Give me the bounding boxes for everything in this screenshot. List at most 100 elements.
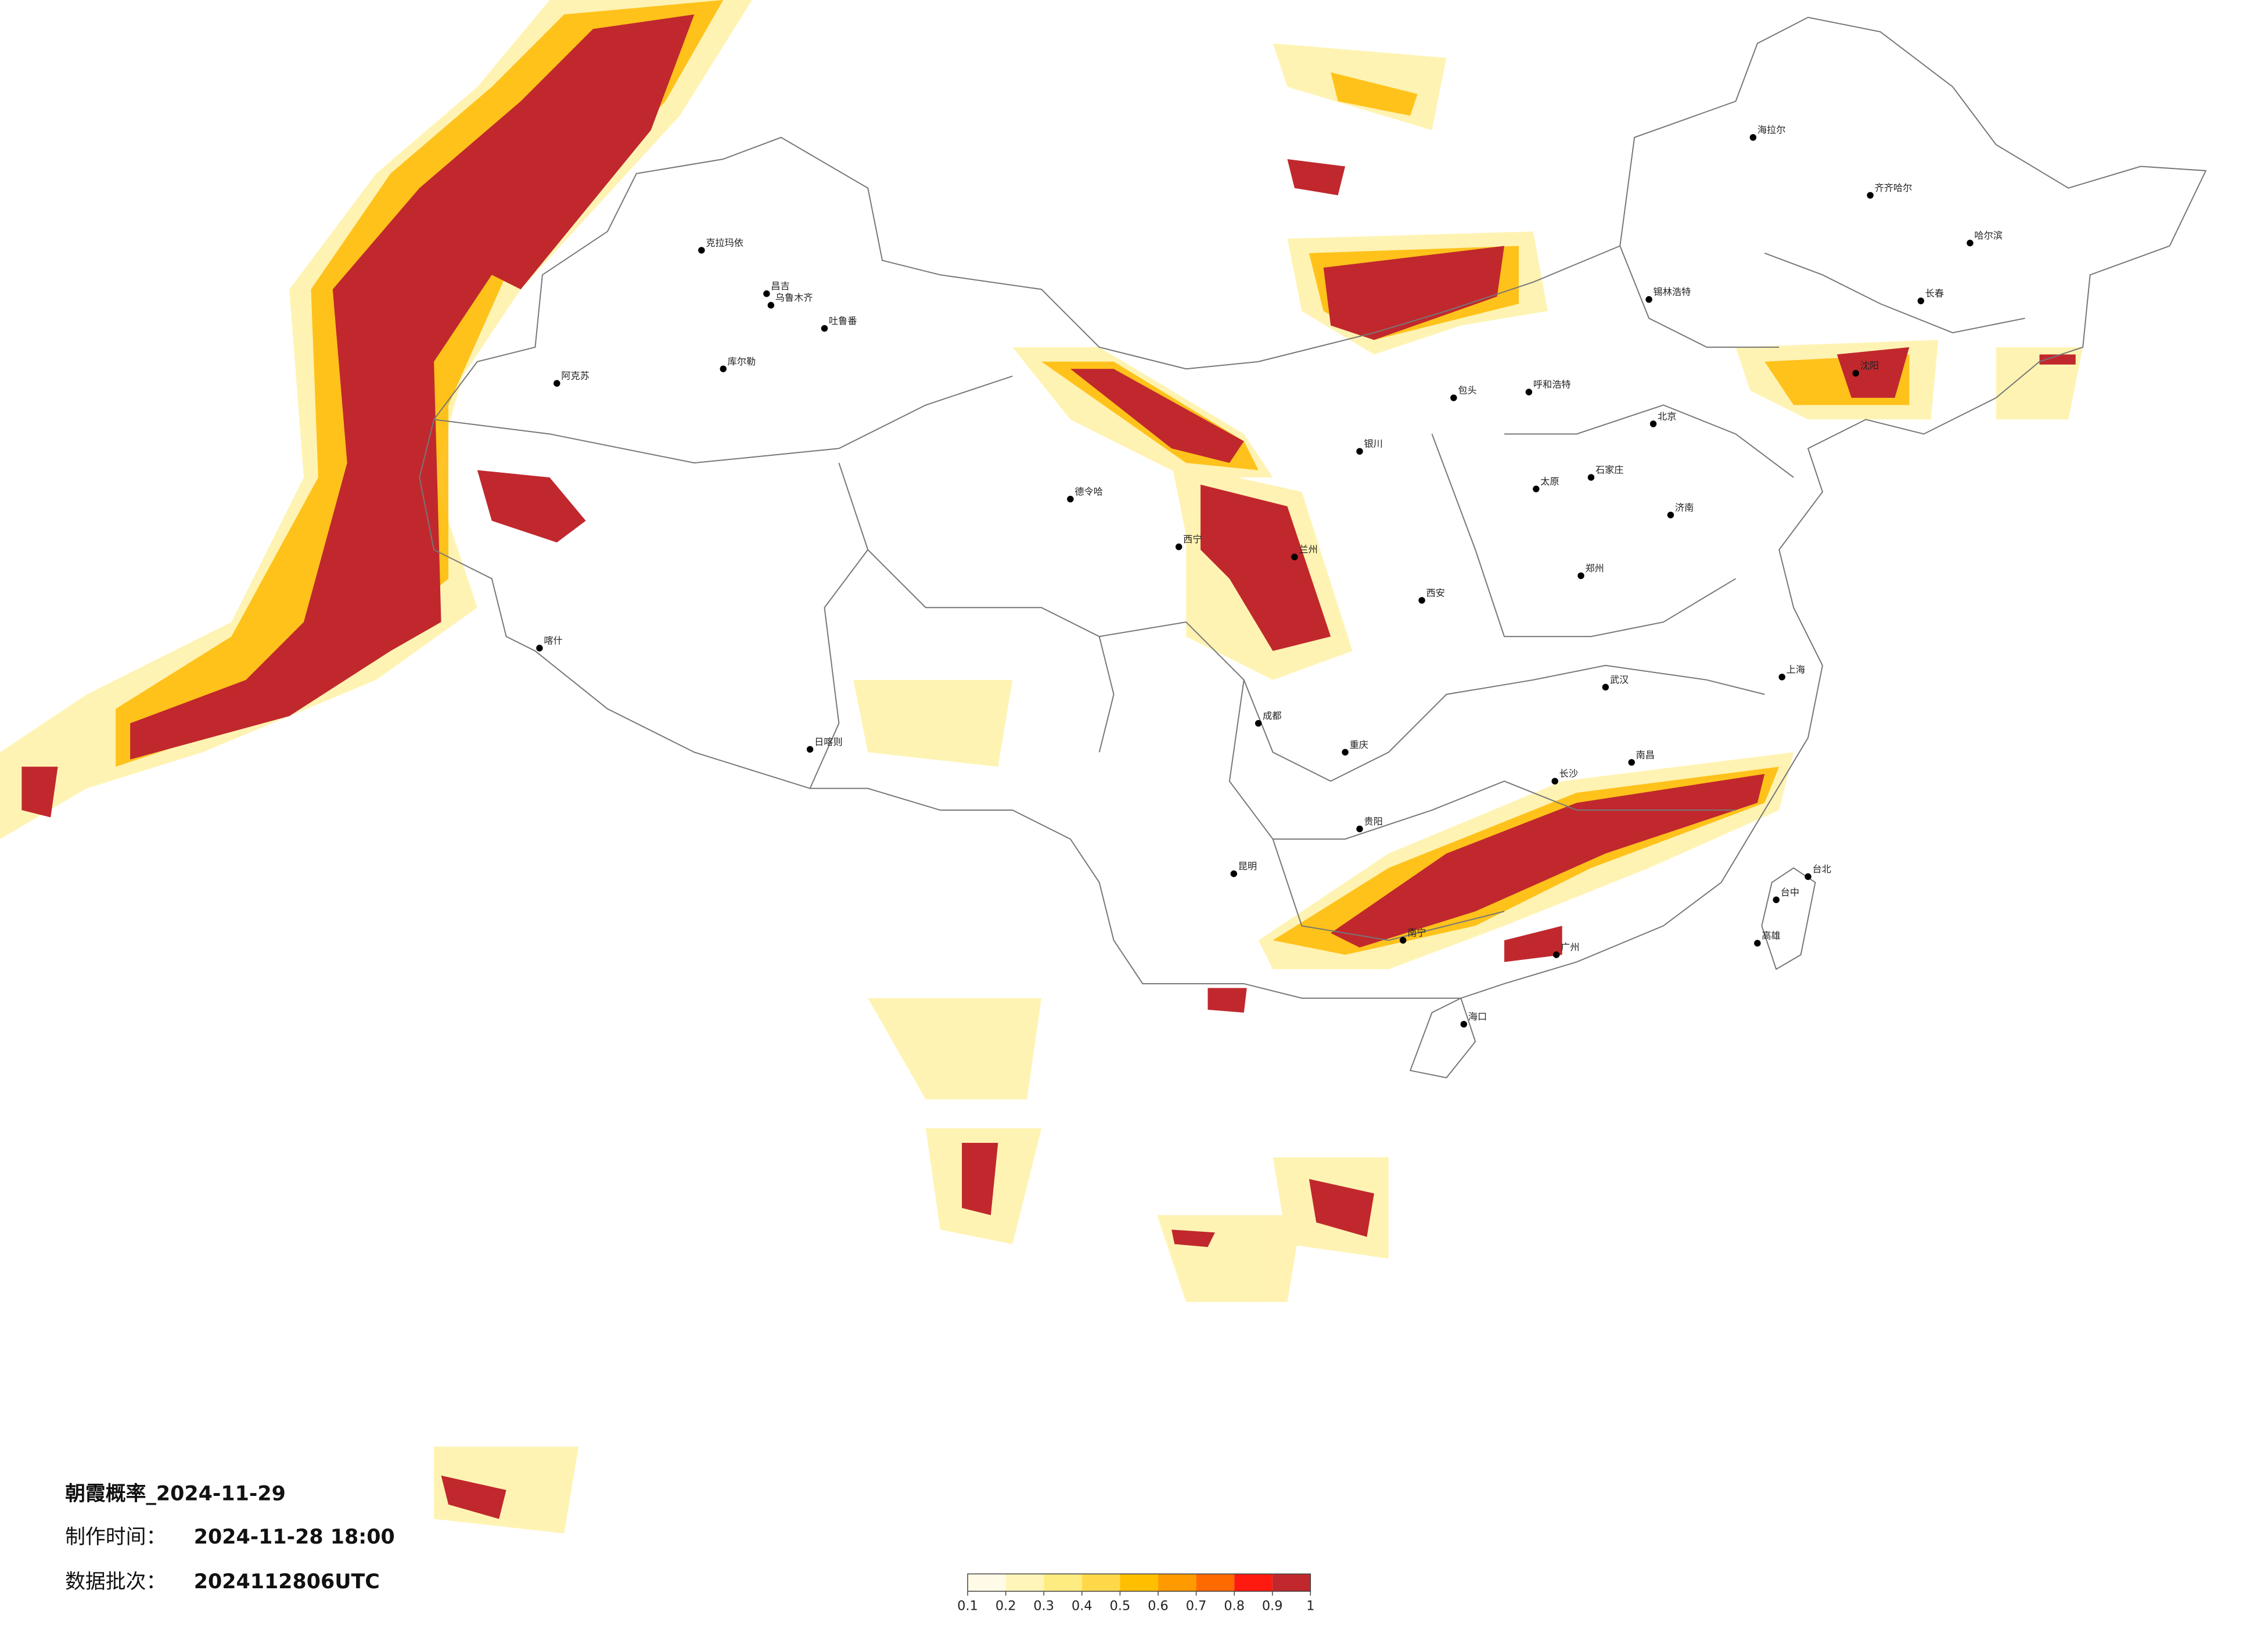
city-label: 哈尔滨: [1974, 230, 2003, 241]
city-dot: [1754, 940, 1761, 947]
colorbar-bin: [968, 1574, 1006, 1592]
colorbar-tick-label: 0.8: [1224, 1599, 1245, 1614]
city-label: 阿克苏: [561, 370, 590, 382]
city-label: 齐齐哈尔: [1875, 182, 1913, 193]
city-label: 台北: [1813, 864, 1831, 875]
city-dot: [1649, 420, 1657, 427]
city-dot: [1551, 778, 1558, 785]
city-label: 银川: [1364, 438, 1382, 449]
city-label: 西安: [1426, 587, 1445, 598]
city-dot: [763, 290, 770, 297]
city-dot: [1587, 474, 1595, 481]
made-label: 制作时间：: [65, 1526, 166, 1549]
colorbar-bin: [1044, 1574, 1082, 1592]
city-dot: [767, 301, 775, 309]
city-label: 日喀则: [814, 736, 843, 747]
city-label: 海口: [1468, 1011, 1487, 1022]
city-dot: [1533, 485, 1540, 492]
city-label: 武汉: [1610, 674, 1629, 685]
city-label: 库尔勒: [728, 356, 756, 367]
city-dot: [1255, 720, 1262, 727]
title: 朝霞概率_2024-11-29: [65, 1482, 286, 1505]
city-label: 长沙: [1559, 768, 1578, 779]
city-label: 包头: [1458, 385, 1476, 396]
city-dot: [806, 746, 814, 753]
city-dot: [1399, 937, 1407, 944]
city-label: 贵阳: [1364, 816, 1382, 827]
city-label: 德令哈: [1074, 486, 1103, 497]
city-dot: [1460, 1020, 1468, 1028]
city-dot: [1645, 296, 1652, 303]
colorbar-tick-label: 1: [1306, 1599, 1314, 1614]
city-dot: [1418, 597, 1425, 604]
colorbar-bin: [1081, 1574, 1120, 1592]
city-label: 呼和浩特: [1533, 379, 1571, 390]
city-label: 成都: [1263, 710, 1281, 721]
city-dot: [1356, 448, 1363, 455]
city-label: 台中: [1781, 887, 1799, 898]
city-label: 西宁: [1183, 534, 1202, 545]
city-label: 克拉玛依: [706, 237, 743, 248]
city-dot: [1067, 495, 1074, 503]
city-dot: [1552, 951, 1560, 958]
batch-label: 数据批次：: [65, 1570, 166, 1593]
country-border: [419, 16, 2207, 1078]
colorbar-tick-label: 0.2: [995, 1599, 1016, 1614]
city-dot: [536, 645, 543, 652]
city-dot: [1291, 553, 1298, 560]
colorbar-bin: [1234, 1574, 1273, 1592]
colorbar: 0.1 0.2 0.3 0.4 0.5 0.6 0.7 0.8 0.9 1: [957, 1573, 1314, 1614]
city-label: 太原: [1540, 476, 1559, 487]
city-dot: [1967, 239, 1974, 247]
city-label: 南宁: [1407, 927, 1426, 938]
city-label: 重庆: [1350, 739, 1368, 750]
city-dot: [553, 380, 560, 387]
city-label: 喀什: [544, 635, 562, 646]
colorbar-bin: [1005, 1574, 1044, 1592]
city-label: 广州: [1561, 942, 1579, 953]
city-label: 海拉尔: [1757, 124, 1786, 135]
city-label: 南昌: [1636, 749, 1655, 760]
city-label: 锡林浩特: [1654, 286, 1691, 297]
city-label: 昆明: [1238, 861, 1257, 872]
colorbar-tick-label: 0.7: [1186, 1599, 1207, 1614]
high-probability: [21, 14, 2076, 1519]
colorbar-bin: [1158, 1574, 1196, 1592]
taiwan: [1761, 867, 1816, 970]
city-dot: [1450, 394, 1457, 401]
colorbar-tick-label: 0.4: [1072, 1599, 1092, 1614]
colorbar-tick-label: 0.3: [1033, 1599, 1054, 1614]
colorbar-tick-label: 0.6: [1148, 1599, 1169, 1614]
city-dot: [1175, 543, 1182, 551]
colorbar-bin: [1272, 1574, 1311, 1592]
city-label: 郑州: [1586, 563, 1604, 574]
city-dot: [1805, 873, 1811, 880]
colorbar-frame: [967, 1573, 1311, 1592]
city-dot: [1773, 896, 1780, 904]
city-dot: [1749, 134, 1757, 141]
city-dot: [1667, 512, 1674, 519]
city-dot: [1867, 192, 1874, 199]
city-label: 吐鲁番: [829, 315, 857, 326]
city-label: 昌吉: [771, 280, 789, 292]
city-dot: [1602, 684, 1609, 691]
city-label: 长春: [1925, 288, 1944, 299]
city-dot: [1778, 674, 1785, 681]
city-dot: [1917, 297, 1925, 304]
city-label: 上海: [1787, 664, 1805, 675]
city-dot: [1628, 759, 1635, 766]
colorbar-tick-label: 0.5: [1110, 1599, 1131, 1614]
colorbar-tick-label: 0.1: [957, 1599, 978, 1614]
colorbar-tick-label: 0.9: [1262, 1599, 1283, 1614]
city-dot: [1356, 825, 1363, 833]
city-dot: [1230, 870, 1238, 877]
colorbar-bin: [1196, 1574, 1235, 1592]
city-label: 石家庄: [1595, 465, 1624, 476]
city-label: 沈阳: [1860, 360, 1879, 371]
city-dot: [698, 247, 705, 254]
colorbar-bin: [1120, 1574, 1159, 1592]
city-label: 北京: [1658, 411, 1676, 422]
city-dot: [720, 365, 727, 372]
